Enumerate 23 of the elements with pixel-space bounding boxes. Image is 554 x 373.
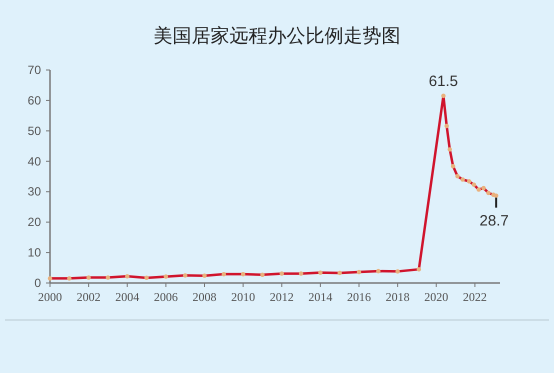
y-tick-label: 70 [28, 63, 42, 77]
x-tick-label: 2010 [231, 290, 256, 304]
x-tick-label: 2002 [76, 290, 101, 304]
y-tick-label: 50 [28, 124, 42, 138]
y-tick-label: 30 [28, 184, 42, 199]
x-tick-label: 2016 [347, 290, 372, 304]
annotation: 61.5 [428, 72, 458, 90]
x-tick-label: 2018 [386, 290, 410, 304]
y-tick-label: 0 [34, 276, 42, 290]
y-tick-label: 20 [28, 215, 42, 230]
x-tick-label: 2004 [115, 290, 140, 304]
x-tick-label: 2022 [462, 290, 487, 304]
x-tick-label: 2014 [308, 290, 332, 304]
x-tick-label: 2012 [270, 290, 294, 304]
x-tick-label: 2000 [38, 290, 62, 304]
x-tick-label: 2006 [154, 290, 178, 304]
chart-title: 美国居家远程办公比例走势图 [154, 25, 400, 47]
y-tick-label: 60 [28, 93, 42, 108]
annotation: 28.7 [480, 212, 509, 230]
x-tick-label: 2008 [192, 290, 217, 304]
y-tick-label: 10 [28, 246, 42, 260]
x-tick-label: 2020 [424, 290, 448, 304]
y-tick-label: 40 [28, 154, 42, 168]
